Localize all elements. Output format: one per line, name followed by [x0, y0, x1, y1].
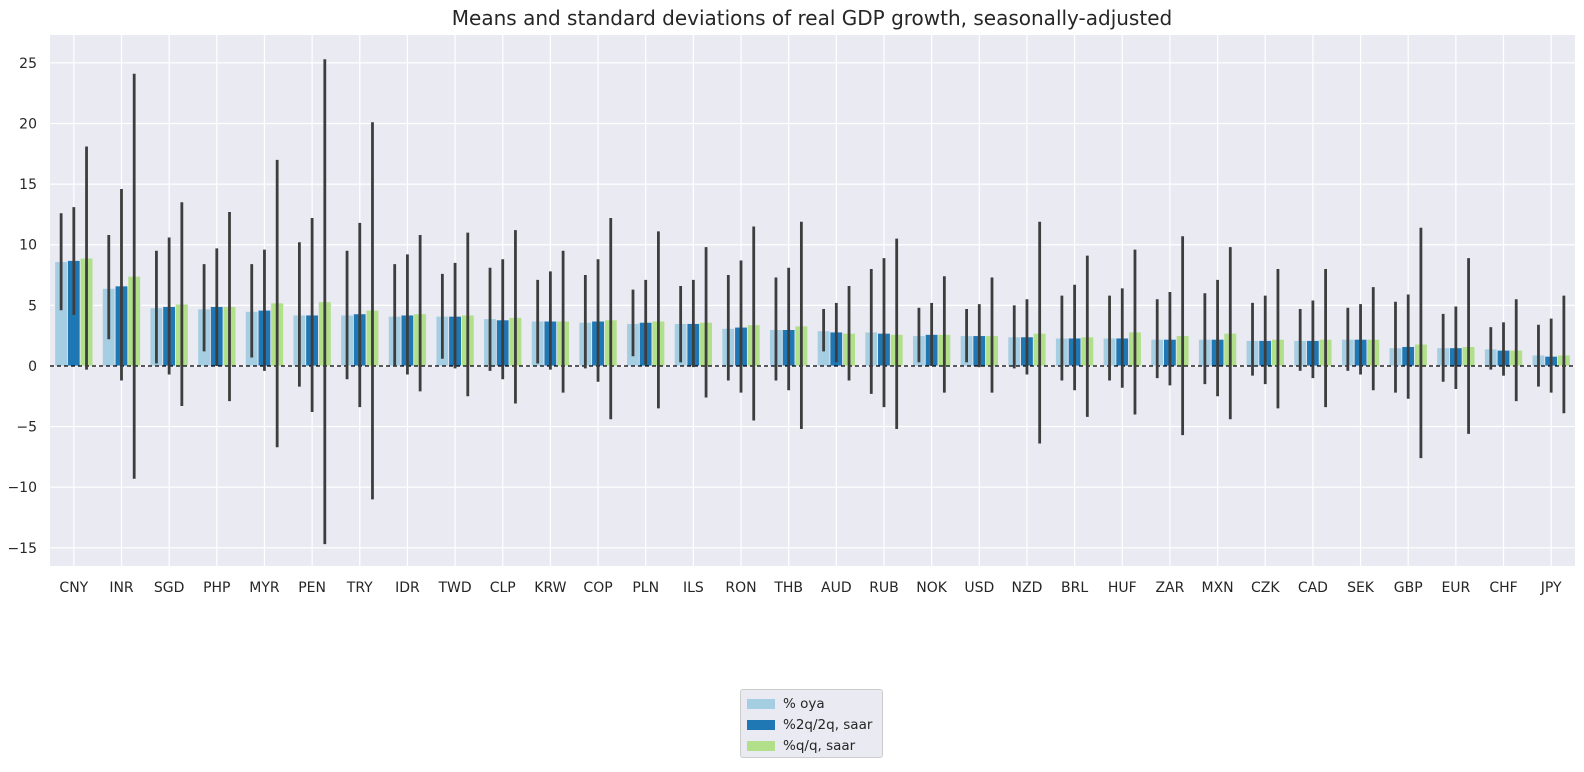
- y-tick-label: 15: [19, 177, 37, 193]
- y-tick-label: −10: [7, 480, 37, 496]
- legend-label-2q2q: %2q/2q, saar: [783, 716, 873, 733]
- x-tick-label: ILS: [683, 580, 704, 596]
- tick-layer: −15 −10 −5 0 5 10 15 20 25 CNY INR SGD PHP MYR PEN TRY I…: [7, 56, 1562, 596]
- y-tick-label: 0: [28, 359, 37, 375]
- x-tick-label: CHF: [1489, 580, 1517, 596]
- x-tick-label: THB: [773, 580, 803, 596]
- legend: % oya %2q/2q, saar %q/q, saar: [740, 689, 883, 758]
- x-tick-label: ZAR: [1155, 580, 1184, 596]
- legend-swatch-2q2q: [747, 719, 775, 730]
- legend-item-qq: %q/q, saar: [747, 735, 876, 756]
- x-tick-label: PEN: [298, 580, 326, 596]
- x-tick-label: CAD: [1298, 580, 1328, 596]
- x-tick-label: JPY: [1540, 580, 1562, 596]
- chart-title: Means and standard deviations of real GD…: [452, 6, 1172, 30]
- x-tick-label: CNY: [59, 580, 88, 596]
- x-tick-label: CZK: [1251, 580, 1280, 596]
- legend-item-oya: % oya: [747, 693, 876, 714]
- legend-label-oya: % oya: [783, 695, 825, 712]
- y-tick-label: −5: [16, 420, 37, 436]
- x-tick-label: KRW: [534, 580, 566, 596]
- y-tick-label: 10: [19, 238, 37, 254]
- x-tick-label: USD: [964, 580, 994, 596]
- x-tick-label: SGD: [154, 580, 185, 596]
- x-tick-label: RON: [725, 580, 756, 596]
- x-tick-label: GBP: [1394, 580, 1423, 596]
- x-tick-label: PHP: [203, 580, 230, 596]
- x-tick-label: AUD: [821, 580, 852, 596]
- legend-label-qq: %q/q, saar: [783, 737, 856, 754]
- x-tick-label: RUB: [869, 580, 899, 596]
- x-tick-label: CLP: [490, 580, 516, 596]
- x-tick-label: TRY: [346, 580, 373, 596]
- x-tick-label: SEK: [1347, 580, 1375, 596]
- x-tick-label: PLN: [632, 580, 659, 596]
- x-tick-label: BRL: [1061, 580, 1088, 596]
- legend-item-2q2q: %2q/2q, saar: [747, 714, 876, 735]
- x-tick-label: TWD: [437, 580, 471, 596]
- x-tick-label: EUR: [1441, 580, 1470, 596]
- y-tick-label: 25: [19, 56, 37, 72]
- x-tick-label: MXN: [1202, 580, 1234, 596]
- plot-background: [50, 35, 1575, 566]
- y-tick-label: 5: [28, 298, 37, 314]
- x-tick-label: INR: [109, 580, 134, 596]
- x-tick-label: COP: [583, 580, 612, 596]
- x-tick-label: IDR: [395, 580, 420, 596]
- x-tick-label: NZD: [1012, 580, 1043, 596]
- y-tick-label: −15: [7, 541, 37, 557]
- y-tick-label: 20: [19, 117, 37, 133]
- x-tick-label: MYR: [249, 580, 280, 596]
- legend-swatch-oya: [747, 698, 775, 709]
- err-layer: [59, 59, 1566, 545]
- x-tick-label: NOK: [916, 580, 947, 596]
- legend-swatch-qq: [747, 740, 775, 751]
- x-tick-label: HUF: [1108, 580, 1137, 596]
